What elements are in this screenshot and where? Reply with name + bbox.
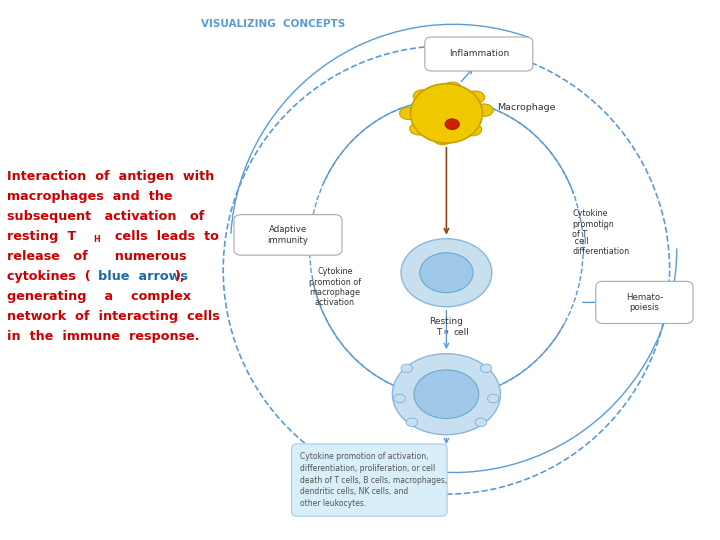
Text: Hemato-
poiesis: Hemato- poiesis <box>626 293 663 312</box>
Text: H: H <box>93 235 99 244</box>
Ellipse shape <box>466 91 485 103</box>
Circle shape <box>406 418 418 427</box>
Circle shape <box>475 418 487 427</box>
Circle shape <box>420 253 473 293</box>
Text: H: H <box>603 226 608 231</box>
Text: Cytokine promotion of activation,
differentiation, proliferation, or cell
death : Cytokine promotion of activation, differ… <box>300 452 448 508</box>
Text: in  the  immune  response.: in the immune response. <box>7 330 199 343</box>
Text: Macrophage: Macrophage <box>497 104 555 112</box>
Text: cells  leads  to: cells leads to <box>106 230 219 243</box>
Circle shape <box>401 239 492 307</box>
Ellipse shape <box>410 84 482 143</box>
Text: Cytokine
promotion of
macrophage
activation: Cytokine promotion of macrophage activat… <box>309 267 361 307</box>
Circle shape <box>414 370 479 418</box>
Text: Adaptive
immunity: Adaptive immunity <box>268 225 308 245</box>
Text: blue  arrows: blue arrows <box>98 270 188 283</box>
Text: cell: cell <box>454 328 469 337</box>
Text: Interaction  of  antigen  with: Interaction of antigen with <box>7 170 215 183</box>
Text: macrophages  and  the: macrophages and the <box>7 190 173 203</box>
Text: VISUALIZING  CONCEPTS: VISUALIZING CONCEPTS <box>202 19 346 29</box>
Circle shape <box>401 364 413 373</box>
Text: Cytokine
promotion
of T: Cytokine promotion of T <box>572 209 614 239</box>
Text: cell
differentiation: cell differentiation <box>572 237 629 256</box>
Text: network  of  interacting  cells: network of interacting cells <box>7 310 220 323</box>
FancyBboxPatch shape <box>425 37 533 71</box>
Circle shape <box>394 394 405 403</box>
Text: subsequent   activation   of: subsequent activation of <box>7 210 204 223</box>
Circle shape <box>487 394 499 403</box>
Circle shape <box>392 354 500 435</box>
Ellipse shape <box>410 123 428 135</box>
Ellipse shape <box>433 132 452 145</box>
Circle shape <box>480 364 492 373</box>
Text: Resting: Resting <box>429 317 464 326</box>
Circle shape <box>445 119 459 130</box>
Text: H: H <box>444 330 449 335</box>
Ellipse shape <box>443 82 462 94</box>
Text: cytokines  (: cytokines ( <box>7 270 91 283</box>
FancyBboxPatch shape <box>292 444 447 516</box>
Ellipse shape <box>413 90 432 102</box>
Ellipse shape <box>463 124 482 136</box>
Ellipse shape <box>474 104 493 116</box>
Ellipse shape <box>400 107 418 119</box>
Text: resting  T: resting T <box>7 230 76 243</box>
Text: ),: ), <box>175 270 186 283</box>
FancyBboxPatch shape <box>234 215 342 255</box>
Text: Inflammation: Inflammation <box>449 50 509 58</box>
Text: generating    a    complex: generating a complex <box>7 290 192 303</box>
Text: release   of      numerous: release of numerous <box>7 250 186 263</box>
FancyBboxPatch shape <box>596 281 693 323</box>
Text: T: T <box>436 328 441 337</box>
